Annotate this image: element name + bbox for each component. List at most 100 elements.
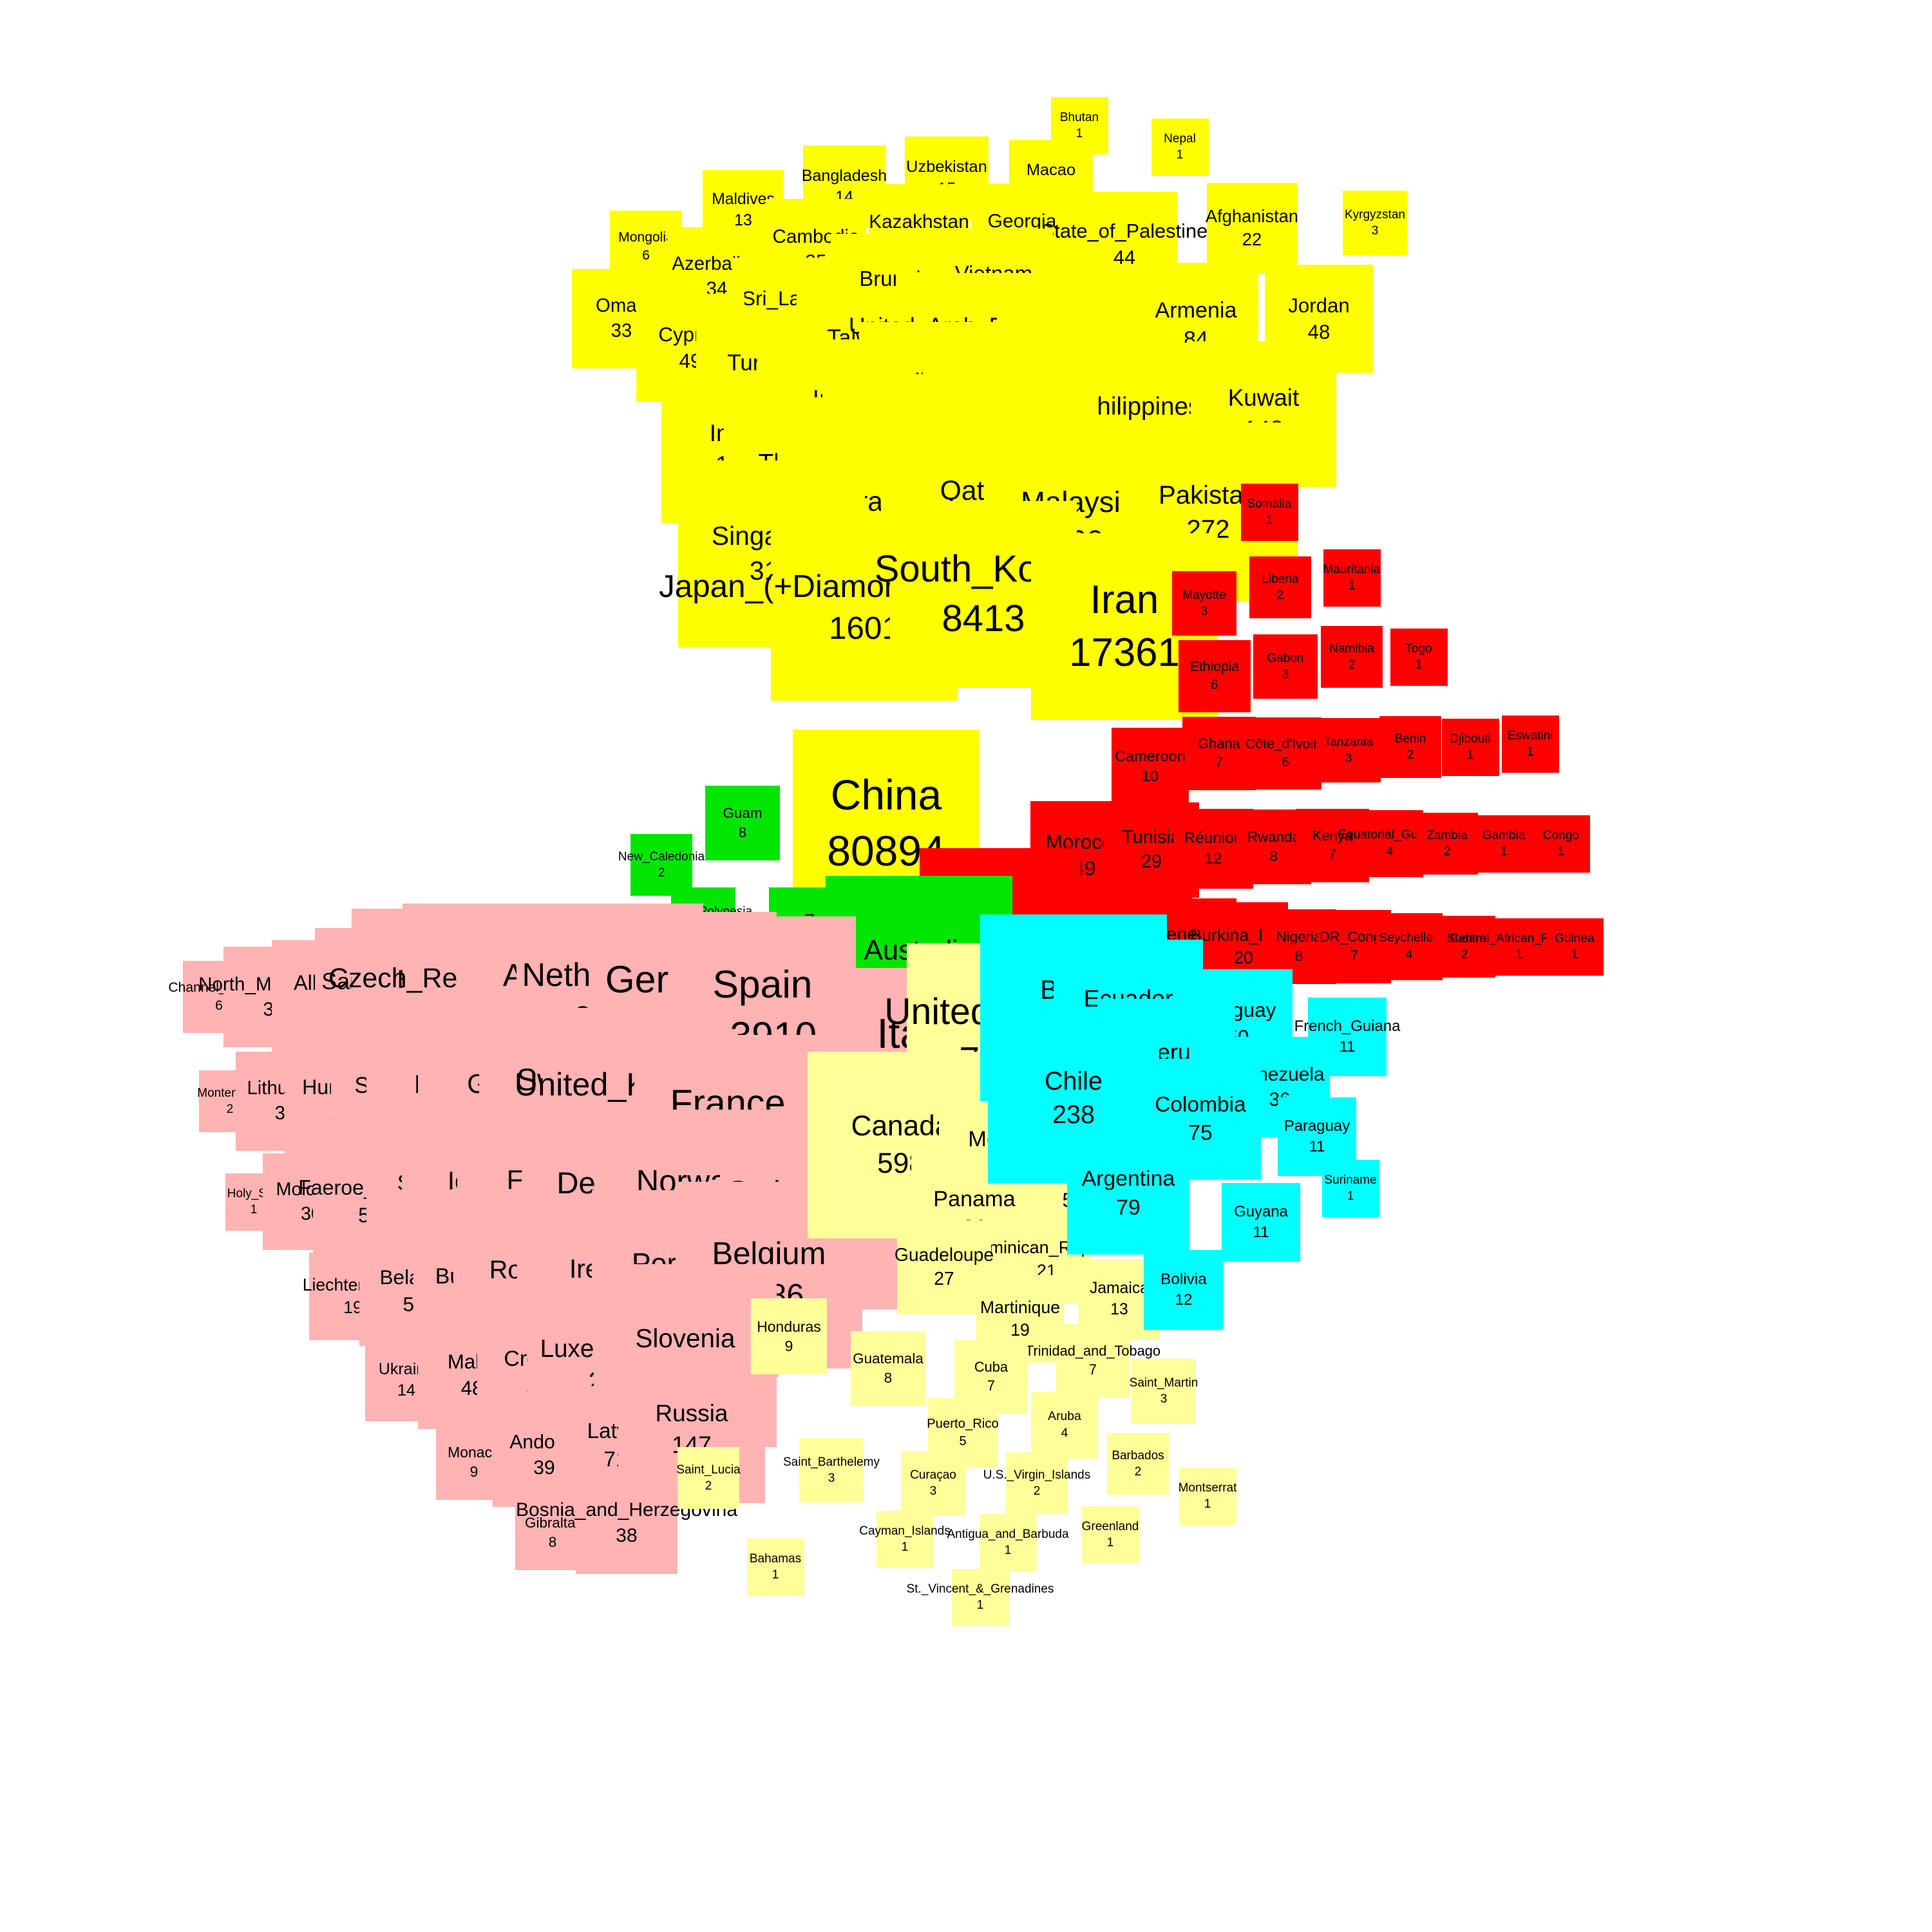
tile-label: Curaçao [910,1468,956,1482]
tile-value: 2 [1033,1484,1041,1498]
tile-label: Georgia [987,211,1057,232]
tile-label: St._Vincent_&_Grenadines [906,1582,1054,1596]
tile-value: 75 [1188,1121,1213,1145]
tile-label: Barbados [1112,1448,1164,1463]
tile-value: 2 [658,866,665,880]
tile-label: State_of_Palestine [1041,220,1208,243]
tile-label: Seychelles [1379,931,1439,945]
tile-value: 14 [397,1381,415,1399]
tile-label: Kyrgyzstan [1344,207,1405,222]
tile-value: 12 [1175,1291,1193,1309]
tile-label: Maldives [712,191,775,209]
tile-label: Nepal [1164,131,1196,146]
tile-value: 2 [1134,1464,1142,1479]
tile-value: 7 [1350,947,1359,963]
tile-value: 1 [250,1203,258,1217]
tile-label: Chile [1045,1066,1103,1095]
tile-value: 1 [901,1540,909,1554]
tile-label: Ethiopia [1189,659,1240,675]
tile-value: 1 [1204,1497,1211,1511]
tile-value: 238 [1052,1100,1095,1129]
tile-value: 3 [1345,751,1352,765]
tile-value: 3 [1282,667,1289,681]
tile-argentina: Argentina 79 [1066,1132,1190,1255]
tile-label: Tunisia [1122,827,1181,848]
tile-value: 2 [1461,947,1468,961]
tile-saint-barthelemy: Saint_Barthelemy 3 [783,1437,880,1503]
tile-guinea: Guinea 1 [1546,918,1604,976]
tile-value: 7 [987,1377,996,1394]
tile-value: 20 [1234,947,1253,967]
tile-label: Benin [1394,732,1426,746]
tile-label: Saint_Barthelemy [783,1455,880,1469]
tile-value: 27 [934,1268,954,1289]
tile-label: U.S._Virgin_Islands [983,1468,1091,1482]
tile-value: 7 [1215,753,1224,770]
tile-label: Argentina [1081,1166,1175,1191]
tile-eswatini: Eswatini 1 [1501,715,1559,773]
tile-label: Slovenia [635,1323,735,1353]
tile-value: 39 [533,1457,555,1479]
tile-label: Jamaica [1089,1280,1149,1298]
tile-value: 3 [1160,1392,1168,1406]
tile-label: Sudan [1446,931,1482,945]
tile-label: Macao [1026,161,1076,180]
tile-label: Mongolia [618,230,674,245]
tile-value: 19 [1010,1320,1030,1340]
tile-u-s-virgin-islands: U.S._Virgin_Islands 2 [983,1452,1090,1514]
tile-value: 6 [1211,677,1218,692]
tile-value: 79 [1116,1195,1141,1220]
tile-label: Bangladesh [801,166,887,185]
tile-french-guiana: French_Guiana 11 [1294,997,1400,1077]
tile-label: Jordan [1288,294,1350,317]
tile-value: 1 [1265,513,1273,527]
tile-value: 29 [1141,851,1162,872]
tile-greenland: Greenland 1 [1081,1506,1139,1564]
tile-new-caledonia: New_Caledonia 2 [618,834,705,896]
tile-djibouti: Djibouti 1 [1441,718,1499,776]
tile-label: Ghana [1198,735,1240,752]
tile-label: Côte_d'Ivoire [1245,737,1325,752]
tile-somalia: Somalia 1 [1240,483,1298,541]
tile-value: 11 [1339,1037,1356,1056]
tile-bosnia-and-herzegovina: Bosnia_and_Herzegovina 38 [516,1472,737,1575]
tile-cameroon: Cameroon 10 [1111,727,1189,806]
tile-value: 3 [828,1471,835,1485]
tile-value: 7 [1328,846,1337,862]
tile-equatorial-guinea: Equatorial_Guinea 4 [1338,810,1441,878]
tile-value: 6 [1282,754,1289,770]
tile-label: Congo [1543,828,1579,842]
tile-value: 6 [642,247,650,263]
tile-label: Zambia [1426,828,1468,842]
tile-barbados: Barbados 2 [1107,1433,1169,1495]
tile-value: 5 [959,1434,967,1448]
tile-gambia: Gambia 1 [1475,815,1533,873]
tile-montserrat: Montserrat 1 [1178,1467,1237,1525]
tile-value: 1 [1415,658,1423,672]
tile-value: 1 [1515,948,1523,961]
tile-guyana: Guyana 11 [1221,1182,1301,1262]
tile-value: 11 [1309,1137,1325,1155]
tile-value: 10 [1141,767,1159,784]
tile-value: 2 [1348,658,1356,672]
tile-label: Gibraltar [525,1515,580,1531]
tile-value: 4 [1061,1425,1068,1440]
tile-label: Bolivia [1160,1270,1207,1288]
tile-label: Aruba [1048,1409,1081,1424]
tile-tanzania: Tanzania 3 [1316,717,1381,783]
tile-value: 3 [929,1484,937,1498]
tile-label: Equatorial_Guinea [1338,828,1442,842]
tile-congo: Congo 1 [1532,815,1590,873]
tile-aruba: Aruba 4 [1030,1391,1099,1459]
tile-label: Montserrat [1178,1481,1237,1495]
tile-value: 1 [1075,127,1083,140]
tile-value: 17361 [1069,630,1180,675]
tile-value: 1 [976,1598,984,1612]
tile-value: 1 [1348,579,1356,592]
tile-label: Iran [1090,578,1159,623]
tile-value: 1 [1106,1536,1114,1549]
tile-mauritania: Mauritania 1 [1323,549,1381,607]
tile-value: 7 [1088,1361,1097,1378]
tile-value: 2 [226,1102,234,1116]
